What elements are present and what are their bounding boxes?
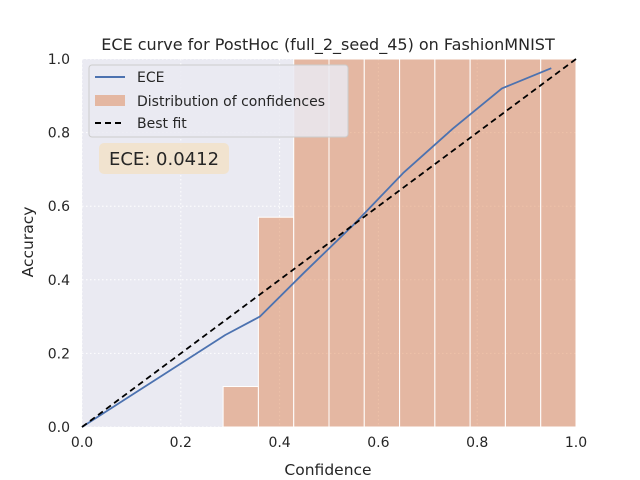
histogram-bar	[469, 58, 506, 428]
annotation-box	[99, 143, 229, 174]
x-tick-labels: 0.0 0.2 0.4 0.6 0.8 1.0	[71, 435, 587, 451]
x-tick-label: 0.2	[170, 435, 192, 451]
x-axis-label: Confidence	[284, 461, 371, 479]
y-tick-label: 0.4	[48, 273, 70, 289]
series-lines	[81, 58, 577, 428]
chart-title: ECE curve for PostHoc (full_2_seed_45) o…	[101, 35, 555, 55]
annotation-text: ECE: 0.0412	[109, 149, 219, 170]
legend-distribution-swatch	[95, 95, 125, 106]
histogram-bar	[434, 58, 471, 428]
y-axis-label: Accuracy	[19, 207, 37, 278]
y-tick-label: 0.6	[48, 199, 70, 215]
y-tick-label: 0.8	[48, 126, 70, 142]
y-tick-labels: 0.0 0.2 0.4 0.6 0.8 1.0	[48, 52, 70, 436]
x-tick-label: 0.6	[367, 435, 389, 451]
x-tick-label: 0.8	[466, 435, 488, 451]
legend-best-fit-label: Best fit	[137, 116, 187, 132]
legend-distribution-label: Distribution of confidences	[137, 94, 325, 110]
x-tick-label: 1.0	[565, 435, 587, 451]
x-tick-label: 0.4	[268, 435, 290, 451]
y-tick-label: 1.0	[48, 52, 70, 68]
ece-line	[81, 67, 552, 428]
histogram-bars	[222, 58, 577, 428]
legend-ece-label: ECE	[137, 70, 164, 86]
x-tick-label: 0.0	[71, 435, 93, 451]
ece-annotation: ECE: 0.0412	[99, 143, 229, 174]
histogram-bar	[399, 58, 436, 428]
y-tick-label: 0.2	[48, 346, 70, 362]
best-fit-line	[81, 58, 577, 428]
histogram-bar	[540, 58, 577, 428]
y-tick-label: 0.0	[48, 420, 70, 436]
legend: ECE Distribution of confidences Best fit	[88, 64, 349, 138]
histogram-bar	[504, 58, 542, 428]
histogram-bar	[257, 216, 295, 428]
histogram-bar	[222, 386, 259, 428]
legend-box	[88, 64, 349, 138]
histogram-bar	[363, 58, 401, 428]
